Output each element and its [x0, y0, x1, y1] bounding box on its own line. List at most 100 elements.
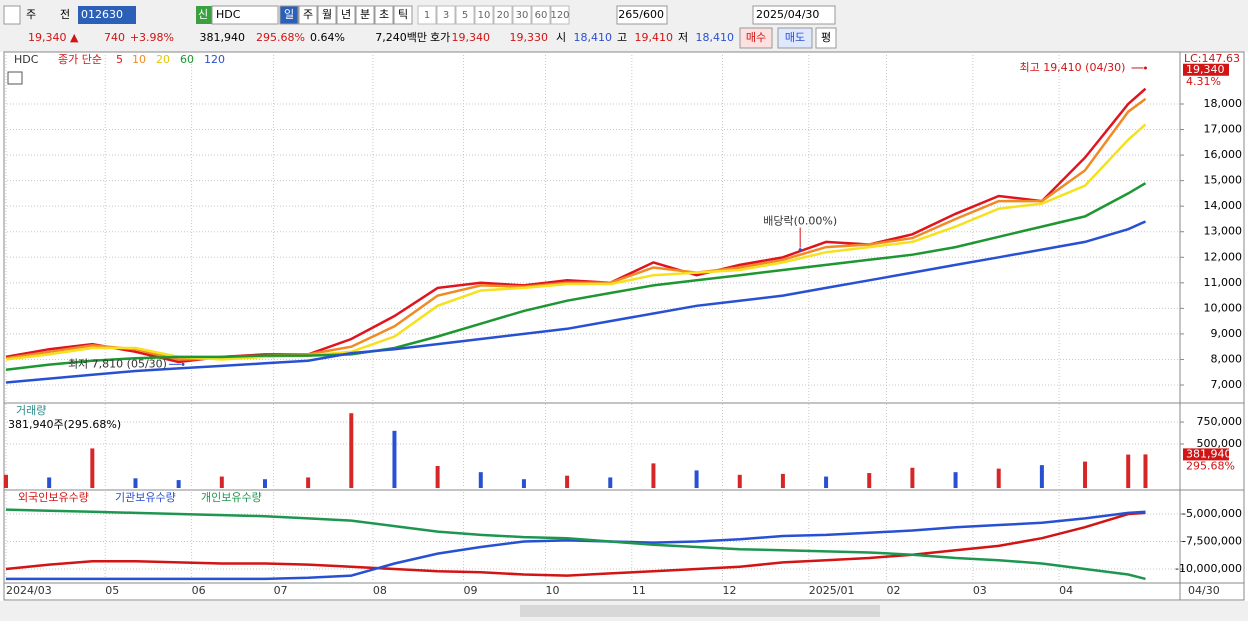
period-tab[interactable]: 월: [322, 8, 332, 21]
legend-entry[interactable]: 개인보유수량: [201, 491, 262, 504]
volume-bar: [349, 413, 354, 488]
period-tab-bg[interactable]: [317, 5, 337, 25]
period-tab-bg[interactable]: [393, 5, 413, 25]
volume-bar: [608, 477, 613, 488]
interval-bg[interactable]: [550, 5, 570, 25]
period-tab[interactable]: 분: [360, 8, 370, 21]
interval-button[interactable]: 60: [535, 10, 548, 21]
x-tick-label: 2024/03: [6, 584, 52, 597]
date-value[interactable]: 2025/04/30: [756, 8, 819, 21]
y-tick-label: -10,000,000: [1175, 562, 1242, 575]
period-tab-bg[interactable]: [355, 5, 375, 25]
chart-frame: [3, 51, 1245, 601]
scroll-thumb[interactable]: [520, 605, 880, 617]
annotation-point: [181, 362, 185, 366]
interval-button[interactable]: 1: [424, 10, 430, 21]
y-tick-label: 18,000: [1204, 97, 1243, 110]
volume-bar: [478, 472, 483, 488]
interval-button[interactable]: 10: [478, 10, 491, 21]
change-label: 4.31%: [1186, 75, 1221, 88]
volume-bar: [90, 448, 95, 488]
annotation: 최고 19,410 (04/30): [1019, 61, 1125, 74]
date-input[interactable]: [752, 5, 836, 25]
quote-ask: 19,340: [452, 31, 491, 44]
period-tab[interactable]: 초: [379, 8, 389, 21]
volume-bar: [1126, 454, 1131, 488]
interval-bg[interactable]: [436, 5, 456, 25]
legend-entry[interactable]: 외국인보유수량: [18, 491, 89, 504]
period-tab[interactable]: 일: [284, 7, 294, 21]
interval-button[interactable]: 3: [443, 10, 449, 21]
period-tab[interactable]: 주: [303, 8, 313, 21]
buy-button[interactable]: [739, 27, 773, 49]
panel-subtitle: 381,940주(295.68%): [8, 418, 121, 431]
interval-button[interactable]: 30: [516, 10, 529, 21]
stock-code[interactable]: 012630: [81, 8, 123, 21]
period-tab-bg[interactable]: [374, 5, 394, 25]
volume-bar: [737, 474, 742, 488]
quote-buy[interactable]: 매수: [746, 31, 766, 44]
interval-bg[interactable]: [455, 5, 475, 25]
volume-bar: [1039, 465, 1044, 488]
x-tick-label: 03: [973, 584, 987, 597]
volume-bar: [910, 467, 915, 488]
code-input[interactable]: [78, 6, 136, 24]
quote-high: 19,410: [635, 31, 674, 44]
interval-bg[interactable]: [474, 5, 494, 25]
interval-bg[interactable]: [417, 5, 437, 25]
period-tab-bg[interactable]: [298, 5, 318, 25]
legend-entry: 20: [156, 53, 170, 66]
period-tab-bg[interactable]: [279, 5, 299, 25]
volume-bar: [176, 480, 181, 488]
x-tick-label: 07: [274, 584, 288, 597]
menu-icon[interactable]: [3, 5, 21, 25]
x-tick-label: 11: [632, 584, 646, 597]
period-tab[interactable]: 년: [341, 8, 351, 21]
bar-count[interactable]: 265/600: [618, 8, 664, 21]
period-tab-bg[interactable]: [336, 5, 356, 25]
quote-high-label: 고: [617, 31, 627, 44]
legend-entry[interactable]: 기관보유수량: [115, 491, 176, 504]
quote-bid: 19,330: [510, 31, 549, 44]
quote-open: 18,410: [574, 31, 613, 44]
legend-entry: 120: [204, 53, 225, 66]
interval-button[interactable]: 20: [497, 10, 510, 21]
annotation: 최저 7,810 (05/30): [68, 357, 167, 370]
quote-turnover: 0.64%: [310, 31, 345, 44]
table-icon[interactable]: [7, 71, 23, 85]
volume-bar: [392, 430, 397, 488]
period-tab[interactable]: 틱: [398, 8, 408, 21]
y-tick-label: 750,000: [1197, 415, 1243, 428]
count-input[interactable]: [616, 5, 668, 25]
volume-bar: [996, 468, 1001, 488]
y-tick-label: -5,000,000: [1182, 507, 1242, 520]
annotation-point: [1143, 66, 1147, 70]
x-tick-label: 08: [373, 584, 387, 597]
interval-bg[interactable]: [512, 5, 532, 25]
series-line: [5, 511, 1146, 577]
prev-button[interactable]: 전: [60, 8, 70, 21]
y-tick-label: 9,000: [1211, 327, 1243, 340]
interval-button[interactable]: 120: [550, 10, 569, 21]
interval-bg[interactable]: [531, 5, 551, 25]
quote-price: 19,340 ▲: [28, 31, 79, 44]
volume-bar: [780, 473, 785, 488]
volume-bar: [1143, 454, 1148, 488]
interval-bg[interactable]: [493, 5, 513, 25]
stock-name[interactable]: HDC: [216, 8, 241, 21]
avg-button[interactable]: [815, 27, 837, 49]
y-tick-label: -7,500,000: [1182, 535, 1242, 548]
interval-button[interactable]: 5: [462, 10, 468, 21]
quote-sell[interactable]: 매도: [785, 31, 805, 44]
volume-bar: [47, 477, 52, 488]
y-tick-label: 10,000: [1204, 301, 1243, 314]
volume-bar: [219, 476, 224, 488]
quote-avg[interactable]: 평: [821, 31, 831, 44]
quote-change-pct: +3.98%: [130, 31, 174, 44]
y-tick-label: 11,000: [1204, 276, 1243, 289]
quote-volume-pct: 295.68%: [256, 31, 305, 44]
quote-change: 740: [104, 31, 125, 44]
sell-button[interactable]: [777, 27, 813, 49]
market-select[interactable]: 주: [26, 8, 36, 21]
name-input[interactable]: [211, 5, 279, 25]
